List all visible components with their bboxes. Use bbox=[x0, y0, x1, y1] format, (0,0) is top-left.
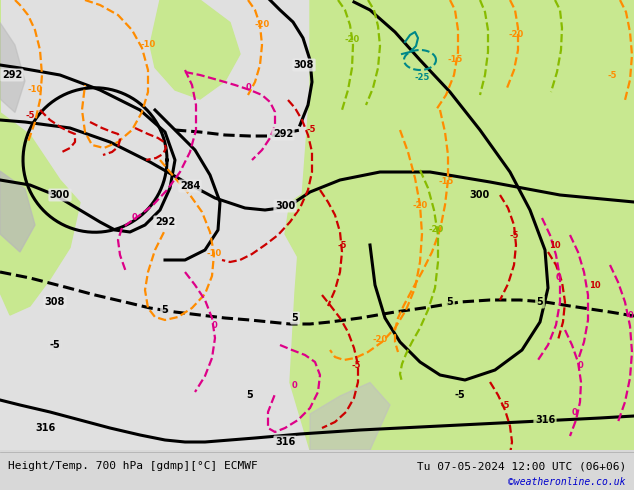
Text: -15: -15 bbox=[438, 177, 454, 187]
Text: 300: 300 bbox=[50, 190, 70, 200]
Polygon shape bbox=[150, 0, 240, 99]
Text: 10: 10 bbox=[589, 280, 601, 290]
Text: -5: -5 bbox=[306, 125, 316, 134]
Text: -20: -20 bbox=[344, 35, 359, 45]
Text: 292: 292 bbox=[273, 129, 293, 139]
Text: -5: -5 bbox=[509, 230, 519, 240]
Text: -20: -20 bbox=[412, 200, 427, 210]
Text: 300: 300 bbox=[275, 201, 295, 211]
Text: 0: 0 bbox=[292, 381, 298, 390]
Text: 0: 0 bbox=[245, 83, 251, 93]
Text: 300: 300 bbox=[470, 190, 490, 200]
Text: 10: 10 bbox=[549, 241, 561, 249]
Text: 5: 5 bbox=[446, 297, 453, 307]
Text: 292: 292 bbox=[155, 217, 175, 227]
Polygon shape bbox=[0, 171, 35, 252]
Text: 308: 308 bbox=[294, 60, 314, 70]
Text: 316: 316 bbox=[535, 415, 555, 425]
Text: -5: -5 bbox=[455, 390, 465, 400]
Text: 5: 5 bbox=[292, 313, 299, 323]
Polygon shape bbox=[0, 0, 80, 315]
Text: -10: -10 bbox=[27, 85, 42, 95]
Text: -5: -5 bbox=[500, 400, 510, 410]
Text: 0: 0 bbox=[577, 361, 583, 369]
Text: 5: 5 bbox=[162, 305, 169, 315]
Polygon shape bbox=[285, 189, 320, 261]
Text: 292: 292 bbox=[2, 70, 22, 80]
Text: 316: 316 bbox=[35, 423, 55, 433]
Text: -20: -20 bbox=[508, 30, 524, 40]
Text: -20: -20 bbox=[429, 225, 444, 235]
Text: -5: -5 bbox=[49, 340, 60, 350]
Text: -5: -5 bbox=[337, 241, 347, 249]
Text: ©weatheronline.co.uk: ©weatheronline.co.uk bbox=[508, 477, 626, 487]
Text: 5: 5 bbox=[247, 390, 254, 400]
Polygon shape bbox=[375, 0, 460, 108]
Text: -20: -20 bbox=[372, 336, 387, 344]
Polygon shape bbox=[310, 383, 390, 450]
Polygon shape bbox=[0, 23, 25, 113]
Text: -5: -5 bbox=[351, 361, 361, 369]
Text: Tu 07-05-2024 12:00 UTC (06+06): Tu 07-05-2024 12:00 UTC (06+06) bbox=[417, 461, 626, 471]
Text: -20: -20 bbox=[254, 21, 269, 29]
Text: 0: 0 bbox=[555, 273, 561, 283]
Text: 284: 284 bbox=[180, 181, 200, 191]
Text: 0: 0 bbox=[572, 408, 578, 416]
Text: 308: 308 bbox=[45, 297, 65, 307]
Text: 5: 5 bbox=[536, 297, 543, 307]
Text: -15: -15 bbox=[448, 55, 463, 65]
Text: -10: -10 bbox=[207, 249, 222, 259]
Text: 0: 0 bbox=[211, 320, 217, 329]
Text: -10: -10 bbox=[140, 41, 155, 49]
Text: -5: -5 bbox=[607, 71, 617, 79]
Text: -5: -5 bbox=[25, 111, 35, 120]
Text: -25: -25 bbox=[414, 74, 430, 82]
Polygon shape bbox=[290, 0, 634, 450]
Text: -5: -5 bbox=[49, 340, 60, 350]
Text: 316: 316 bbox=[275, 437, 295, 447]
Text: 0: 0 bbox=[627, 311, 633, 319]
Text: 0: 0 bbox=[132, 214, 138, 222]
Text: Height/Temp. 700 hPa [gdmp][°C] ECMWF: Height/Temp. 700 hPa [gdmp][°C] ECMWF bbox=[8, 461, 258, 471]
